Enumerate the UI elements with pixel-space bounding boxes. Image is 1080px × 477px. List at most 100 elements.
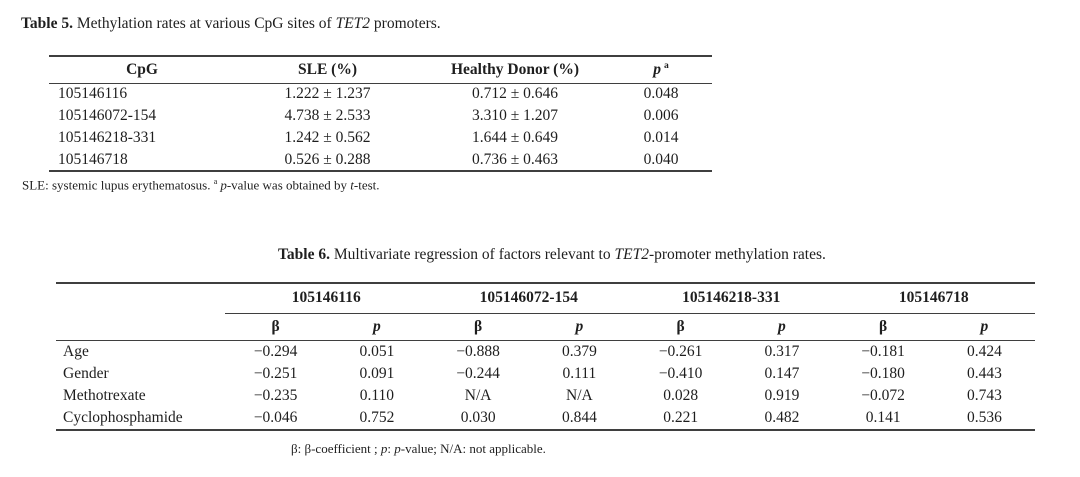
table-row: Cyclophosphamide −0.046 0.752 0.030 0.84… (56, 408, 1035, 431)
table6-cell: 0.141 (865, 409, 901, 427)
table6-cell: −0.410 (658, 364, 703, 382)
table5-caption: Table 5. Methylation rates at various Cp… (21, 15, 441, 33)
table5-footnote: SLE: systemic lupus erythematosus. a p-va… (22, 177, 380, 193)
table6-subheader-beta: β (833, 313, 934, 340)
table5-cell-sle: 1.242 ± 0.562 (284, 129, 371, 146)
table6-footnote-p2: p (394, 441, 401, 456)
table6-subheader-row: β p β p β p β p (56, 313, 1035, 340)
table6-caption-text: Multivariate regression of factors relev… (329, 246, 615, 263)
table6-footnote-colon: : (387, 441, 395, 456)
table5-cell-cpg: 105146116 (58, 85, 128, 103)
table5-header-p-symbol: p (653, 61, 661, 79)
table6-cell: 0.752 (359, 409, 395, 427)
table6-cell: N/A (566, 387, 593, 405)
table5-footnote-tail: -test. (353, 177, 380, 193)
table5-cell-cpg: 105146218-331 (58, 129, 157, 146)
table5-footnote-text: -value was obtained by (226, 177, 351, 193)
table6-subheader-beta: β (630, 313, 731, 340)
table6-cell: 0.028 (663, 387, 699, 405)
table5-cell-donor: 0.736 ± 0.463 (471, 150, 558, 168)
table5-header-cpg: CpG (126, 60, 158, 78)
table5-cell-p: 0.048 (643, 85, 679, 103)
table6-cell: −0.235 (253, 387, 298, 405)
table6-group-header-site1: 105146116 (225, 283, 428, 314)
table5-caption-tail: promoters. (370, 15, 441, 32)
table6-cell: 0.030 (460, 409, 496, 427)
table6-cell: −0.251 (253, 364, 298, 382)
table6-subheader-p: p (326, 313, 427, 340)
table5-cell-cpg: 105146718 (58, 150, 128, 168)
table6-cell: −0.072 (861, 387, 905, 405)
beta-symbol: β (271, 317, 280, 335)
table6-cell: −0.180 (861, 364, 905, 382)
table5-cell-sle: 4.738 ± 2.533 (284, 107, 371, 124)
table5-caption-label: Table 5. (21, 15, 73, 32)
table6-group-header-empty (56, 283, 225, 313)
table6-caption-tail: -promoter methylation rates. (648, 246, 826, 263)
table6-cell: 0.536 (966, 409, 1002, 427)
table-row: Gender −0.251 0.091 −0.244 0.111 −0.410 … (56, 363, 1035, 386)
table5-cell-cpg: 105146072-154 (58, 107, 157, 124)
beta-symbol: β (676, 317, 685, 335)
table-row: 105146718 0.526 ± 0.288 0.736 ± 0.463 0.… (49, 149, 712, 171)
table6-subheader-beta: β (428, 313, 529, 340)
beta-symbol: β (474, 317, 483, 335)
table5-footnote-p: p (220, 177, 227, 193)
table6-group-header-site4: 105146718 (832, 283, 1035, 314)
table6-cell: 0.221 (663, 409, 699, 427)
table6-group-header-site2: 105146072-154 (427, 283, 630, 314)
table5-cell-sle: 0.526 ± 0.288 (284, 150, 371, 168)
table6-cell: −0.261 (658, 342, 703, 360)
table6-group-header-row: 105146116 105146072-154 105146218-331 10… (56, 283, 1035, 314)
p-symbol: p (980, 317, 989, 335)
table6-row-label: Methotrexate (63, 387, 146, 405)
table5-cell-donor: 3.310 ± 1.207 (471, 107, 558, 124)
table5-footnote-sle: SLE: systemic lupus erythematosus. (22, 177, 214, 193)
table6-cell: 0.317 (764, 342, 800, 360)
table6-cell: 0.743 (966, 387, 1002, 405)
table5-header-p-superscript: a (663, 60, 669, 72)
table6-caption-label: Table 6. (278, 246, 330, 263)
table6-row-label: Cyclophosphamide (63, 409, 183, 427)
table6-cell: −0.888 (456, 342, 500, 360)
table6-footnote-beta: β: β-coefficient ; (291, 441, 381, 456)
table5-cell-donor: 1.644 ± 0.649 (471, 129, 558, 146)
table6-caption: Table 6. Multivariate regression of fact… (278, 246, 826, 264)
table5-header-sle: SLE (%) (298, 60, 357, 78)
table6-subheader-p: p (731, 313, 832, 340)
p-symbol: p (575, 317, 584, 335)
table6-cell: −0.046 (253, 409, 298, 427)
table6-subheader-empty (56, 313, 225, 340)
table6-cell: −0.294 (253, 342, 298, 360)
table5-caption-text: Methylation rates at various CpG sites o… (72, 15, 336, 32)
table6-cell: 0.111 (562, 364, 597, 382)
table6: 105146116 105146072-154 105146218-331 10… (56, 282, 1035, 431)
table5-cell-p: 0.040 (643, 150, 679, 168)
table6-footnote-p1: p (380, 441, 388, 456)
table6-caption-gene: TET2 (614, 246, 649, 263)
table6-subheader-p: p (529, 313, 630, 340)
table6-cell: 0.424 (966, 342, 1002, 360)
table6-subheader-p: p (934, 313, 1035, 340)
table6-cell: 0.091 (359, 364, 395, 382)
table5-cell-p: 0.006 (643, 107, 679, 124)
p-symbol: p (778, 317, 786, 335)
table5-footnote-t: t (350, 177, 354, 193)
table6-cell: −0.181 (861, 342, 905, 360)
table6-cell: 0.051 (359, 342, 395, 360)
beta-symbol: β (879, 317, 888, 335)
table6-cell: 0.147 (764, 364, 800, 382)
table6-footnote: β: β-coefficient ; p: p-value; N/A: not … (291, 441, 546, 457)
table5-header-donor: Healthy Donor (%) (450, 60, 579, 78)
table6-cell: 0.110 (359, 387, 395, 405)
table-row: Methotrexate −0.235 0.110 N/A N/A 0.028 … (56, 385, 1035, 408)
table6-subheader-beta: β (225, 313, 326, 340)
table6-footnote-tail: -value; N/A: not applicable. (400, 441, 546, 456)
table5-cell-donor: 0.712 ± 0.646 (471, 85, 558, 103)
p-symbol: p (373, 317, 381, 335)
table6-cell: 0.482 (764, 409, 800, 427)
table6-cell: 0.844 (561, 409, 597, 427)
